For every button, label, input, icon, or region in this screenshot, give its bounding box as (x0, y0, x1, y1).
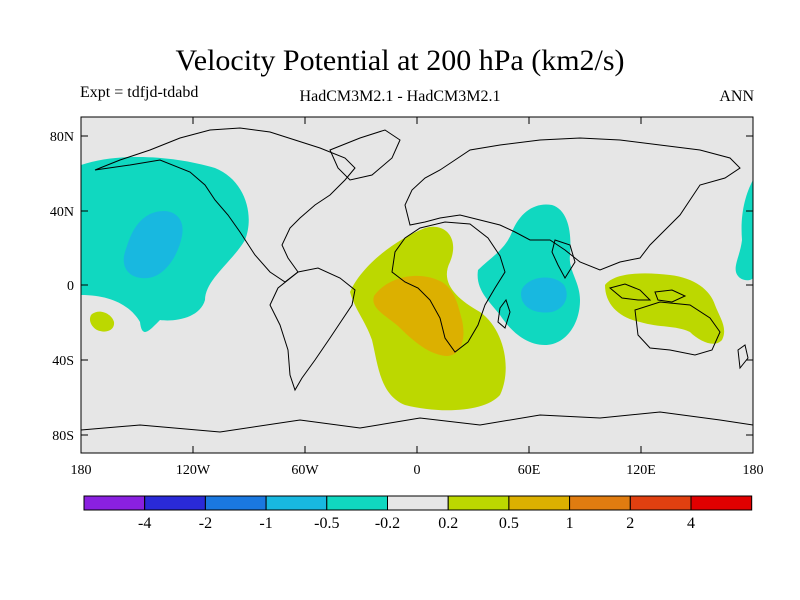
lon-label-120w: 120W (176, 463, 211, 478)
lon-label-180e: 180 (743, 463, 764, 478)
colorbar-label-2: -1 (259, 515, 272, 532)
colorbar (83, 495, 753, 511)
colorbar-swatch-8 (569, 495, 631, 511)
lat-ticks (81, 135, 753, 436)
lon-labels: 180 120W 60W 0 60E 120E 180 (71, 463, 764, 478)
colorbar-swatch-0 (83, 495, 146, 511)
colorbar-label-4: -0.2 (375, 515, 400, 532)
colorbar-label-0: -4 (138, 515, 151, 532)
lon-label-0: 0 (414, 463, 421, 478)
experiment-label: Expt = tdfjd-tdabd (80, 84, 199, 101)
coastline-antarctica (81, 411, 753, 433)
coastline-africa (391, 221, 506, 353)
coastline-south-america (269, 267, 356, 392)
season-label: ANN (719, 88, 754, 105)
contour-east-pacific-neg02 (735, 180, 753, 281)
coastlines (81, 127, 753, 433)
contour-north-pacific-neg05 (123, 210, 183, 279)
contour-maritime-pos02 (605, 273, 725, 344)
lon-ticks (192, 117, 642, 453)
coastline-australia (634, 301, 721, 356)
coastline-north-america (94, 127, 356, 283)
lat-labels: 80N 40N 0 40S 80S (50, 130, 74, 444)
coastline-indonesia (608, 283, 687, 303)
colorbar-label-1: -2 (199, 515, 212, 532)
lat-label-40s: 40S (52, 354, 74, 369)
colorbar-label-9: 4 (687, 515, 695, 532)
lon-label-180w: 180 (71, 463, 92, 478)
lat-label-40n: 40N (50, 205, 74, 220)
lon-label-60e: 60E (518, 463, 541, 478)
contour-atlantic-pos05 (373, 275, 464, 356)
lon-label-60w: 60W (291, 463, 319, 478)
coastline-greenland (329, 129, 401, 181)
coastline-madagascar (497, 298, 511, 329)
lat-label-80n: 80N (50, 130, 74, 145)
colorbar-swatch-2 (204, 495, 267, 511)
colorbar-label-5: 0.2 (438, 515, 458, 532)
colorbar-swatch-6 (447, 495, 510, 511)
colorbar-swatch-10 (690, 495, 753, 511)
contour-indian-neg05 (521, 277, 567, 313)
coastline-eurasia (404, 137, 741, 271)
colorbar-swatch-7 (508, 495, 571, 511)
colorbar-swatch-9 (629, 495, 692, 511)
lon-label-120e: 120E (626, 463, 656, 478)
chart-title: Velocity Potential at 200 hPa (km2/s) (175, 44, 625, 77)
colorbar-labels: -4 -2 -1 -0.5 -0.2 0.2 0.5 1 2 4 (138, 515, 695, 532)
contour-fields (81, 156, 753, 411)
colorbar-label-7: 1 (566, 515, 574, 532)
lat-label-0: 0 (67, 279, 74, 294)
coastline-india (551, 239, 576, 279)
colorbar-label-6: 0.5 (499, 515, 519, 532)
colorbar-swatch-1 (144, 495, 206, 511)
lat-label-80s: 80S (52, 429, 74, 444)
colorbar-swatch-3 (265, 495, 328, 511)
coastline-new-zealand (737, 344, 749, 370)
colorbar-swatch-5 (387, 495, 449, 511)
model-label: HadCM3M2.1 - HadCM3M2.1 (299, 88, 501, 105)
colorbar-label-3: -0.5 (314, 515, 339, 532)
colorbar-swatch-4 (326, 495, 388, 511)
contour-south-pacific-blob (89, 311, 115, 332)
colorbar-label-8: 2 (626, 515, 634, 532)
